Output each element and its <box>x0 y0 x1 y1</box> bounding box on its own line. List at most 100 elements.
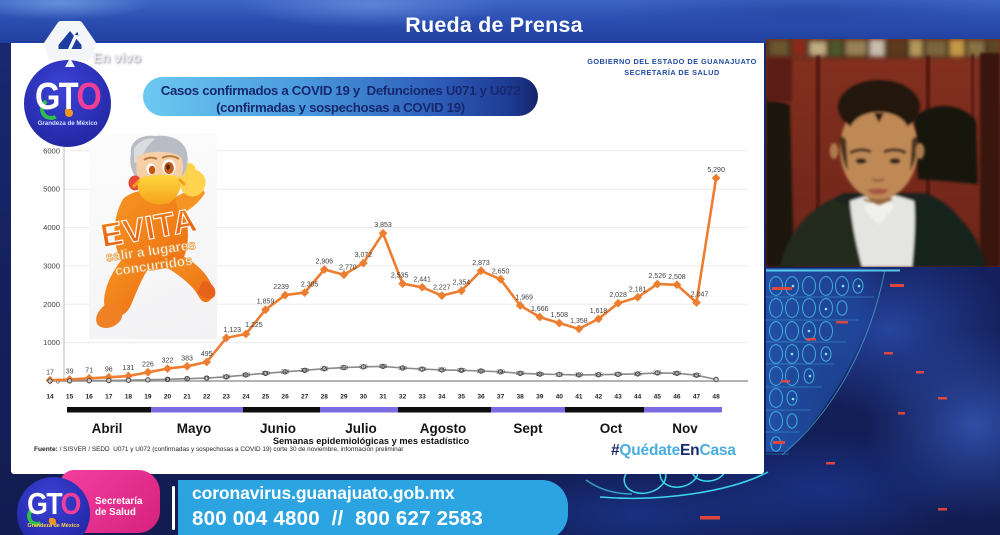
svg-text:30: 30 <box>360 394 368 401</box>
svg-text:19: 19 <box>144 394 152 401</box>
svg-text:18: 18 <box>125 394 133 401</box>
svg-text:45: 45 <box>165 377 171 383</box>
svg-text:17: 17 <box>46 369 54 376</box>
svg-text:42: 42 <box>595 394 603 401</box>
svg-text:2,770: 2,770 <box>339 265 357 272</box>
svg-text:20: 20 <box>164 394 172 401</box>
svg-text:240: 240 <box>281 370 290 376</box>
svg-text:96: 96 <box>105 366 113 373</box>
svg-text:2000: 2000 <box>43 300 60 309</box>
svg-text:3,853: 3,853 <box>374 222 392 229</box>
svg-text:2,526: 2,526 <box>649 273 667 280</box>
svg-text:1,225: 1,225 <box>245 322 263 329</box>
svg-text:Agosto: Agosto <box>420 421 467 436</box>
svg-text:175: 175 <box>614 372 623 378</box>
svg-text:32: 32 <box>399 394 407 401</box>
svg-text:160: 160 <box>575 373 584 379</box>
svg-text:22: 22 <box>203 394 211 401</box>
svg-text:15: 15 <box>66 394 74 401</box>
svg-text:28: 28 <box>321 394 329 401</box>
svg-text:3000: 3000 <box>43 261 60 270</box>
svg-text:25: 25 <box>262 394 270 401</box>
svg-text:110: 110 <box>222 375 230 381</box>
svg-text:226: 226 <box>142 361 154 368</box>
svg-text:35: 35 <box>458 394 466 401</box>
svg-text:2,028: 2,028 <box>609 292 627 299</box>
svg-text:2,305: 2,305 <box>301 282 319 289</box>
svg-text:2,441: 2,441 <box>413 276 431 283</box>
svg-text:Mayo: Mayo <box>177 421 212 436</box>
svg-text:14: 14 <box>46 394 54 401</box>
svg-text:370: 370 <box>359 365 368 371</box>
svg-text:240: 240 <box>496 370 505 376</box>
svg-text:180: 180 <box>536 372 545 378</box>
svg-text:21: 21 <box>183 394 191 401</box>
svg-text:380: 380 <box>379 364 388 370</box>
svg-text:200: 200 <box>673 371 682 377</box>
svg-text:1,859: 1,859 <box>257 299 275 306</box>
svg-text:38: 38 <box>517 394 525 401</box>
svg-text:165: 165 <box>594 373 603 379</box>
svg-text:185: 185 <box>634 372 643 378</box>
svg-text:2,535: 2,535 <box>391 273 409 280</box>
svg-text:2,873: 2,873 <box>472 260 490 267</box>
svg-text:26: 26 <box>281 394 289 401</box>
svg-text:2,508: 2,508 <box>668 274 686 281</box>
svg-text:47: 47 <box>693 394 701 401</box>
svg-text:36: 36 <box>477 394 485 401</box>
svg-text:43: 43 <box>614 394 622 401</box>
svg-text:1,969: 1,969 <box>515 295 533 302</box>
svg-text:71: 71 <box>85 367 93 374</box>
svg-text:1,618: 1,618 <box>590 308 608 315</box>
svg-text:260: 260 <box>477 369 486 375</box>
svg-text:383: 383 <box>181 355 193 362</box>
svg-text:150: 150 <box>692 373 701 379</box>
svg-text:39: 39 <box>66 369 74 376</box>
svg-text:322: 322 <box>162 358 174 365</box>
svg-text:Junio: Junio <box>260 421 296 436</box>
svg-text:Oct: Oct <box>600 421 623 436</box>
svg-text:280: 280 <box>301 368 310 374</box>
svg-text:170: 170 <box>555 372 564 378</box>
svg-text:200: 200 <box>261 371 270 377</box>
svg-text:200: 200 <box>516 371 525 377</box>
svg-text:31: 31 <box>379 394 387 401</box>
svg-text:17: 17 <box>105 394 113 401</box>
svg-text:5,290: 5,290 <box>707 167 725 174</box>
svg-text:310: 310 <box>418 367 427 373</box>
svg-text:160: 160 <box>242 373 251 379</box>
svg-text:Nov: Nov <box>672 421 698 436</box>
svg-text:4000: 4000 <box>43 223 60 232</box>
svg-text:2,047: 2,047 <box>691 292 709 299</box>
svg-text:290: 290 <box>438 368 447 374</box>
svg-text:495: 495 <box>201 351 213 358</box>
svg-text:44: 44 <box>634 394 642 401</box>
svg-text:340: 340 <box>398 366 407 372</box>
svg-text:2,354: 2,354 <box>453 280 471 287</box>
svg-text:39: 39 <box>536 394 544 401</box>
svg-text:350: 350 <box>340 365 349 371</box>
svg-text:24: 24 <box>242 394 250 401</box>
svg-text:Julio: Julio <box>345 421 377 436</box>
svg-text:37: 37 <box>497 394 505 401</box>
svg-text:2,906: 2,906 <box>316 259 334 266</box>
svg-text:2239: 2239 <box>273 284 289 291</box>
svg-text:34: 34 <box>438 394 446 401</box>
svg-text:Abril: Abril <box>92 421 123 436</box>
svg-text:210: 210 <box>653 371 662 377</box>
svg-text:40: 40 <box>556 394 564 401</box>
svg-text:46: 46 <box>673 394 681 401</box>
svg-text:60: 60 <box>184 377 190 383</box>
svg-text:2,227: 2,227 <box>433 285 451 292</box>
svg-text:48: 48 <box>712 394 720 401</box>
svg-text:29: 29 <box>340 394 348 401</box>
svg-text:16: 16 <box>86 394 94 401</box>
svg-text:6000: 6000 <box>43 146 60 155</box>
svg-text:33: 33 <box>419 394 427 401</box>
svg-text:320: 320 <box>320 367 329 373</box>
svg-text:41: 41 <box>575 394 583 401</box>
svg-text:75: 75 <box>204 376 210 382</box>
svg-text:23: 23 <box>223 394 231 401</box>
svg-text:1,123: 1,123 <box>224 327 242 334</box>
svg-text:1000: 1000 <box>43 338 60 347</box>
